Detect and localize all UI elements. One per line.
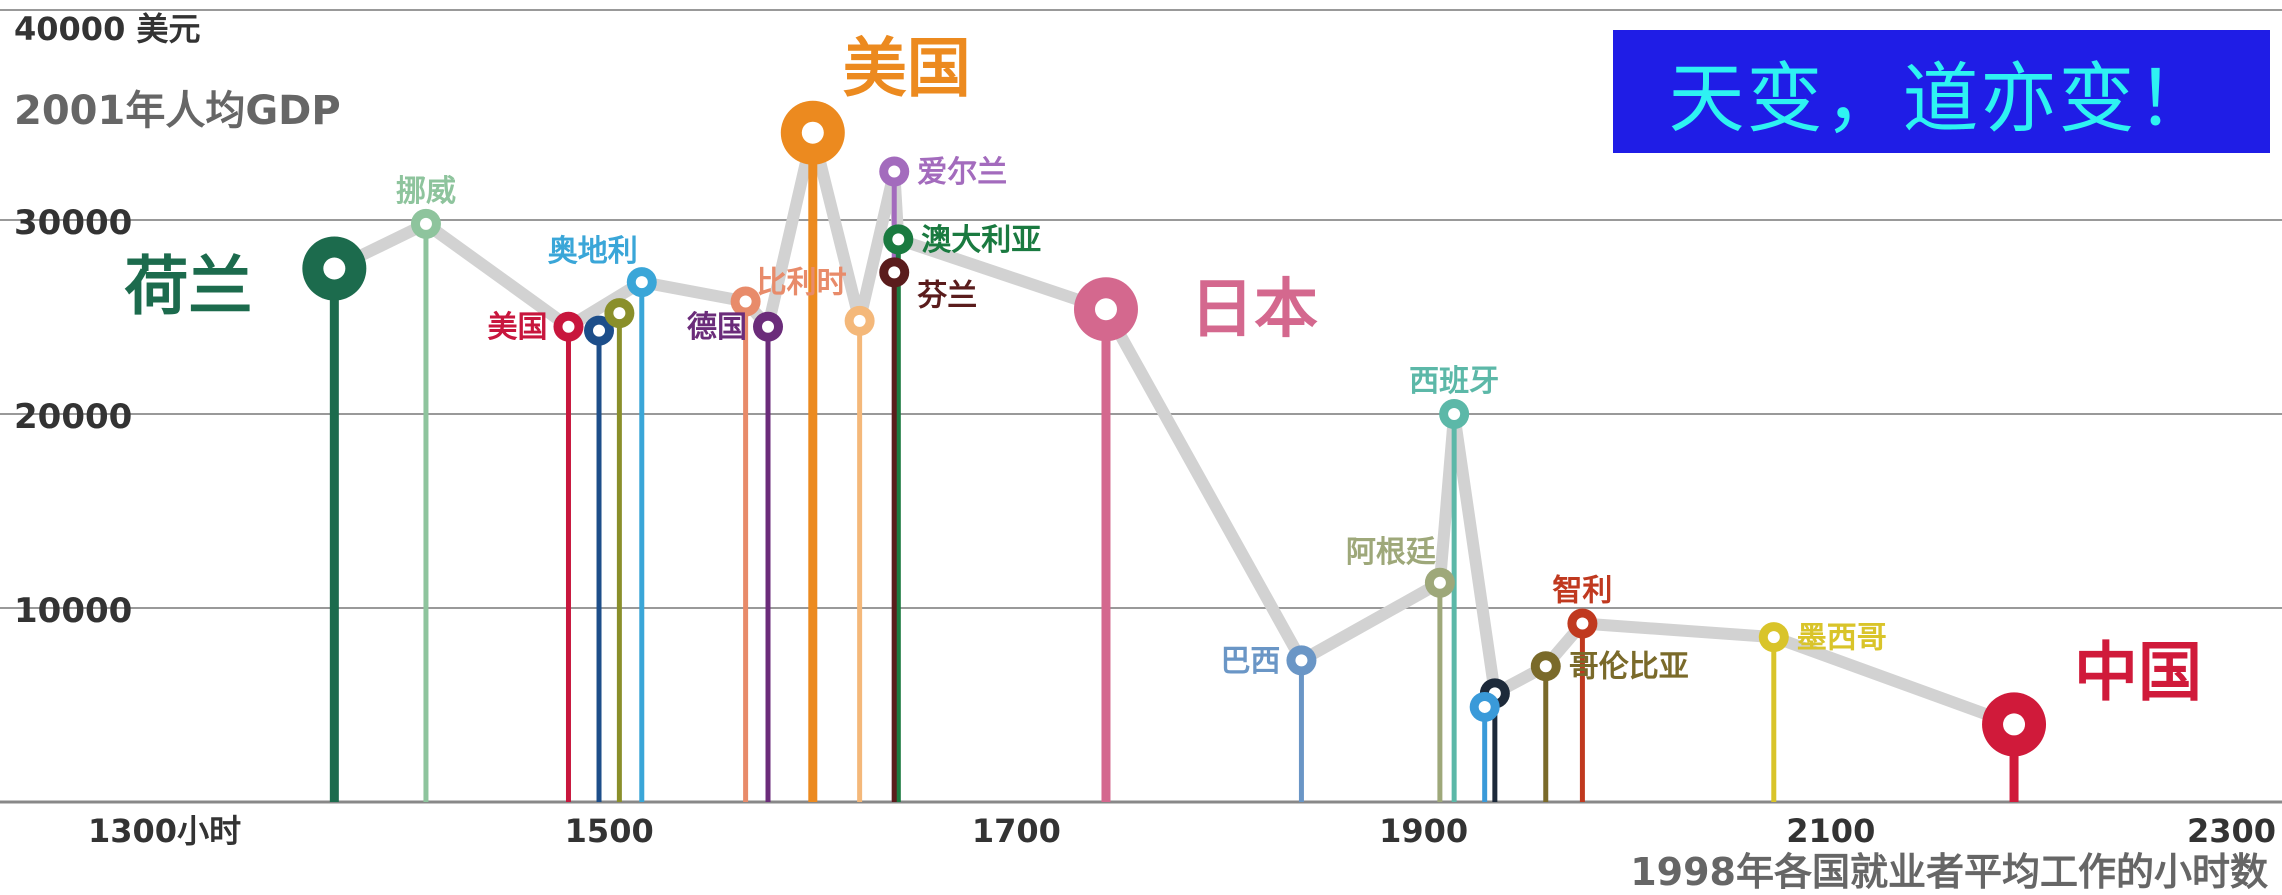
data-point-center bbox=[562, 320, 575, 333]
data-point-center bbox=[888, 266, 901, 279]
data-point-center bbox=[419, 217, 432, 230]
data-point-center bbox=[1094, 298, 1117, 321]
x-tick-label: 2100 bbox=[1786, 812, 1875, 850]
data-point-center bbox=[1478, 700, 1491, 713]
point-label: 巴西 bbox=[1220, 644, 1280, 679]
point-label: 日本 bbox=[1190, 273, 1318, 347]
data-point-center bbox=[739, 295, 752, 308]
data-point-center bbox=[613, 307, 626, 320]
point-label: 阿根廷 bbox=[1346, 535, 1436, 570]
point-label: 荷兰 bbox=[124, 251, 252, 325]
data-point-center bbox=[635, 276, 648, 289]
data-point-center bbox=[801, 121, 824, 144]
data-point-center bbox=[892, 233, 905, 246]
point-label: 哥伦比亚 bbox=[1569, 650, 1689, 685]
data-point-center bbox=[2003, 713, 2026, 736]
data-point-center bbox=[1448, 408, 1461, 420]
point-label: 比利时 bbox=[757, 265, 847, 300]
point-label: 澳大利亚 bbox=[921, 223, 1041, 258]
data-point-center bbox=[1539, 660, 1552, 673]
data-point-center bbox=[1295, 654, 1308, 667]
slogan-text: 天变，道亦变！ bbox=[1668, 53, 2215, 143]
x-axis-title: 1998年各国就业者平均工作的小时数 bbox=[1630, 850, 2268, 894]
x-tick-label: 1900 bbox=[1379, 812, 1468, 850]
point-label: 墨西哥 bbox=[1797, 621, 1887, 656]
data-point-center bbox=[593, 324, 606, 337]
point-label: 美国 bbox=[843, 33, 971, 107]
y-tick-label: 30000 bbox=[14, 203, 132, 243]
point-label: 西班牙 bbox=[1409, 364, 1499, 399]
point-markers bbox=[302, 100, 2047, 757]
axes: 40000 美元 2001年人均GDP 1998年各国就业者平均工作的小时数 3… bbox=[14, 10, 2276, 894]
point-stems bbox=[329, 132, 2019, 802]
data-point-center bbox=[853, 314, 866, 327]
point-label: 中国 bbox=[2074, 636, 2202, 710]
grid-lines bbox=[0, 9, 2282, 804]
point-label: 芬兰 bbox=[917, 278, 977, 313]
point-label: 智利 bbox=[1552, 574, 1612, 609]
data-point-center bbox=[1576, 617, 1589, 630]
y-unit-label: 40000 美元 bbox=[14, 10, 200, 48]
y-axis-title: 2001年人均GDP bbox=[14, 88, 341, 134]
data-point-center bbox=[1433, 576, 1446, 589]
x-tick-label: 2300 bbox=[2187, 812, 2276, 850]
x-tick-label: 1300小时 bbox=[88, 812, 241, 850]
point-label: 挪威 bbox=[396, 174, 456, 209]
y-tick-label: 10000 bbox=[14, 591, 132, 631]
data-point-center bbox=[323, 257, 346, 280]
point-label: 奥地利 bbox=[548, 234, 638, 269]
data-point-center bbox=[1767, 631, 1780, 644]
point-label: 美国 bbox=[487, 310, 547, 345]
point-label: 爱尔兰 bbox=[917, 155, 1007, 190]
x-tick-label: 1500 bbox=[565, 812, 654, 850]
point-label: 德国 bbox=[687, 310, 747, 345]
slogan-banner: 天变，道亦变！ bbox=[1613, 30, 2270, 153]
data-point-center bbox=[762, 320, 775, 333]
x-tick-label: 1700 bbox=[972, 812, 1061, 850]
y-tick-label: 20000 bbox=[14, 397, 132, 437]
data-point-center bbox=[888, 165, 901, 178]
